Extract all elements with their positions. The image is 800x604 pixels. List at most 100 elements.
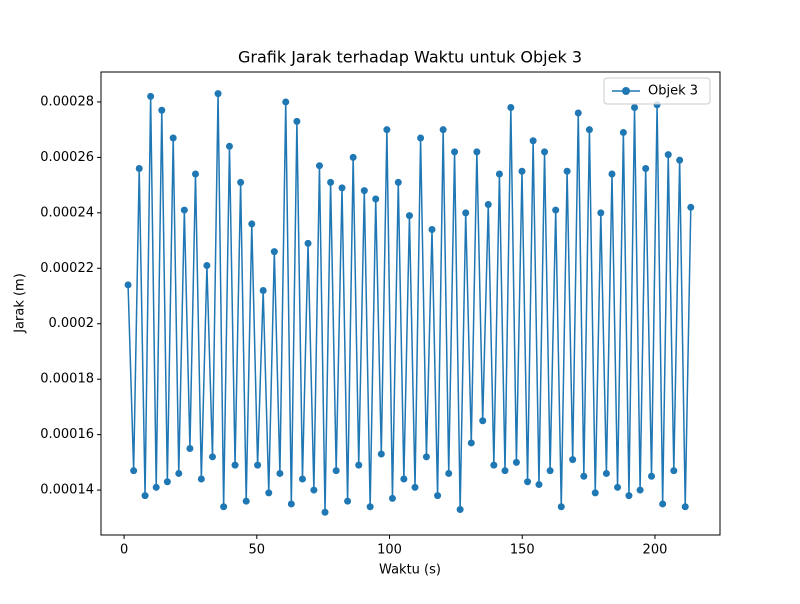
data-point [636, 486, 644, 494]
data-point [349, 153, 357, 161]
data-point [248, 220, 256, 228]
data-point [495, 170, 503, 178]
data-point [597, 209, 605, 217]
data-point [541, 148, 549, 156]
data-point [214, 90, 222, 98]
data-point [456, 505, 464, 513]
data-point [524, 478, 532, 486]
data-point [175, 469, 183, 477]
data-point [400, 475, 408, 483]
data-point [327, 178, 335, 186]
x-tick-label: 0 [120, 543, 128, 558]
data-point [388, 494, 396, 502]
data-point [383, 126, 391, 134]
data-point [687, 203, 695, 211]
data-point [135, 164, 143, 172]
plot-frame [100, 71, 721, 536]
data-point [197, 475, 205, 483]
x-axis-label: Waktu (s) [379, 563, 441, 578]
data-point [366, 503, 374, 511]
data-point [507, 103, 515, 111]
data-point [282, 98, 290, 106]
y-tick-label: 0.00018 [40, 372, 94, 387]
data-point [310, 486, 318, 494]
data-point [254, 461, 262, 469]
data-point [467, 439, 475, 447]
data-point [462, 209, 470, 217]
data-point [417, 134, 425, 142]
data-point [141, 492, 149, 500]
data-point [574, 109, 582, 117]
data-point [411, 483, 419, 491]
data-point [631, 103, 639, 111]
data-point [580, 472, 588, 480]
data-point [377, 450, 385, 458]
data-point [259, 286, 267, 294]
data-point [124, 281, 132, 289]
x-tick-label: 100 [377, 543, 402, 558]
data-point [344, 497, 352, 505]
data-point [265, 489, 273, 497]
y-tick-label: 0.00014 [40, 483, 94, 498]
data-point [439, 126, 447, 134]
data-point [225, 142, 233, 150]
y-tick-label: 0.00026 [40, 150, 94, 165]
data-point [372, 195, 380, 203]
data-point [512, 458, 520, 466]
data-point [394, 178, 402, 186]
data-point [473, 148, 481, 156]
data-point [315, 162, 323, 170]
y-tick-label: 0.0002 [49, 316, 95, 331]
data-point [614, 483, 622, 491]
data-point [191, 170, 199, 178]
x-tick-label: 200 [643, 543, 668, 558]
data-point [608, 170, 616, 178]
data-point [664, 151, 672, 159]
data-point [501, 467, 509, 475]
data-point [169, 134, 177, 142]
data-point [203, 262, 211, 270]
chart-title: Grafik Jarak terhadap Waktu untuk Objek … [238, 48, 582, 67]
data-point [529, 137, 537, 145]
data-point [518, 167, 526, 175]
legend-label: Objek 3 [648, 84, 698, 99]
data-point [270, 248, 278, 256]
y-tick-label: 0.00016 [40, 427, 94, 442]
data-point [445, 469, 453, 477]
y-tick-label: 0.00024 [40, 205, 94, 220]
data-point [130, 467, 138, 475]
data-point [186, 444, 194, 452]
data-point [422, 453, 430, 461]
data-point [552, 206, 560, 214]
data-point [405, 212, 413, 220]
data-point [563, 167, 571, 175]
y-tick-label: 0.00028 [40, 94, 94, 109]
data-point [338, 184, 346, 192]
data-point [276, 469, 284, 477]
data-point [451, 148, 459, 156]
legend-marker [622, 87, 630, 95]
data-point [602, 469, 610, 477]
data-point [670, 467, 678, 475]
data-point [676, 156, 684, 164]
data-point [619, 128, 627, 136]
data-point [648, 472, 656, 480]
data-point [332, 467, 340, 475]
y-tick-label: 0.00022 [40, 261, 94, 276]
data-point [208, 453, 216, 461]
data-point [147, 92, 155, 100]
data-point [428, 225, 436, 233]
data-point [625, 492, 633, 500]
data-point [681, 503, 689, 511]
data-point [569, 456, 577, 464]
data-point [484, 201, 492, 209]
data-point [659, 500, 667, 508]
data-point [546, 467, 554, 475]
y-axis-label: Jarak (m) [13, 273, 28, 334]
data-point [242, 497, 250, 505]
data-point [231, 461, 239, 469]
data-point [293, 117, 301, 125]
data-point [535, 481, 543, 489]
